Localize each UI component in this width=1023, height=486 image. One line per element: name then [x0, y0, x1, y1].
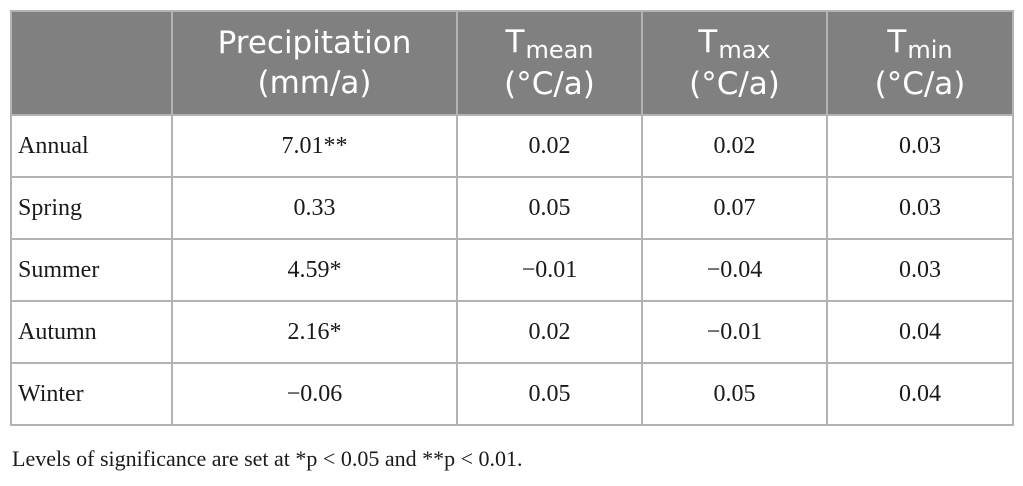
header-tmean-sub: mean — [525, 36, 594, 64]
cell-precipitation: 2.16* — [171, 300, 458, 364]
row-label: Annual — [10, 114, 173, 178]
cell-precipitation: 0.33 — [171, 176, 458, 240]
trend-table: Precipitation (mm/a) Tmean (°C/a) Tmax (… — [10, 10, 1014, 426]
cell-tmin: 0.04 — [826, 300, 1014, 364]
cell-tmax: −0.04 — [641, 238, 828, 302]
row-label: Autumn — [10, 300, 173, 364]
header-tmean-unit: (°C/a) — [504, 66, 595, 102]
header-precipitation-unit: (mm/a) — [257, 65, 372, 101]
cell-tmax: 0.05 — [641, 362, 828, 426]
header-tmin-sub: min — [907, 36, 953, 64]
cell-tmean: −0.01 — [456, 238, 643, 302]
header-precipitation: Precipitation (mm/a) — [171, 10, 458, 116]
row-label: Summer — [10, 238, 173, 302]
row-label: Winter — [10, 362, 173, 426]
cell-tmax: 0.02 — [641, 114, 828, 178]
header-row: Precipitation (mm/a) Tmean (°C/a) Tmax (… — [10, 10, 1014, 116]
cell-tmin: 0.03 — [826, 176, 1014, 240]
cell-tmean: 0.05 — [456, 362, 643, 426]
cell-tmax: −0.01 — [641, 300, 828, 364]
table-row: Annual 7.01** 0.02 0.02 0.03 — [10, 114, 1014, 178]
header-tmax-base: T — [698, 24, 718, 60]
cell-precipitation: 4.59* — [171, 238, 458, 302]
table-row: Winter −0.06 0.05 0.05 0.04 — [10, 362, 1014, 426]
table-footnote: Levels of significance are set at *p < 0… — [12, 446, 523, 471]
cell-tmean: 0.05 — [456, 176, 643, 240]
cell-tmin: 0.03 — [826, 238, 1014, 302]
header-tmax: Tmax (°C/a) — [641, 10, 828, 116]
header-tmean-base: T — [505, 24, 525, 60]
cell-precipitation: 7.01** — [171, 114, 458, 178]
header-tmax-unit: (°C/a) — [689, 66, 780, 102]
cell-tmean: 0.02 — [456, 114, 643, 178]
header-tmin: Tmin (°C/a) — [826, 10, 1014, 116]
cell-tmin: 0.03 — [826, 114, 1014, 178]
table-row: Spring 0.33 0.05 0.07 0.03 — [10, 176, 1014, 240]
cell-tmin: 0.04 — [826, 362, 1014, 426]
cell-precipitation: −0.06 — [171, 362, 458, 426]
header-blank-cell — [10, 10, 173, 116]
header-tmin-unit: (°C/a) — [874, 66, 966, 102]
header-tmin-base: T — [887, 24, 907, 60]
header-tmax-sub: max — [718, 36, 771, 64]
header-tmean: Tmean (°C/a) — [456, 10, 643, 116]
row-label: Spring — [10, 176, 173, 240]
cell-tmean: 0.02 — [456, 300, 643, 364]
cell-tmax: 0.07 — [641, 176, 828, 240]
table-row: Autumn 2.16* 0.02 −0.01 0.04 — [10, 300, 1014, 364]
data-table-container: Precipitation (mm/a) Tmean (°C/a) Tmax (… — [10, 10, 1014, 426]
table-row: Summer 4.59* −0.01 −0.04 0.03 — [10, 238, 1014, 302]
header-precipitation-title: Precipitation — [217, 25, 412, 61]
